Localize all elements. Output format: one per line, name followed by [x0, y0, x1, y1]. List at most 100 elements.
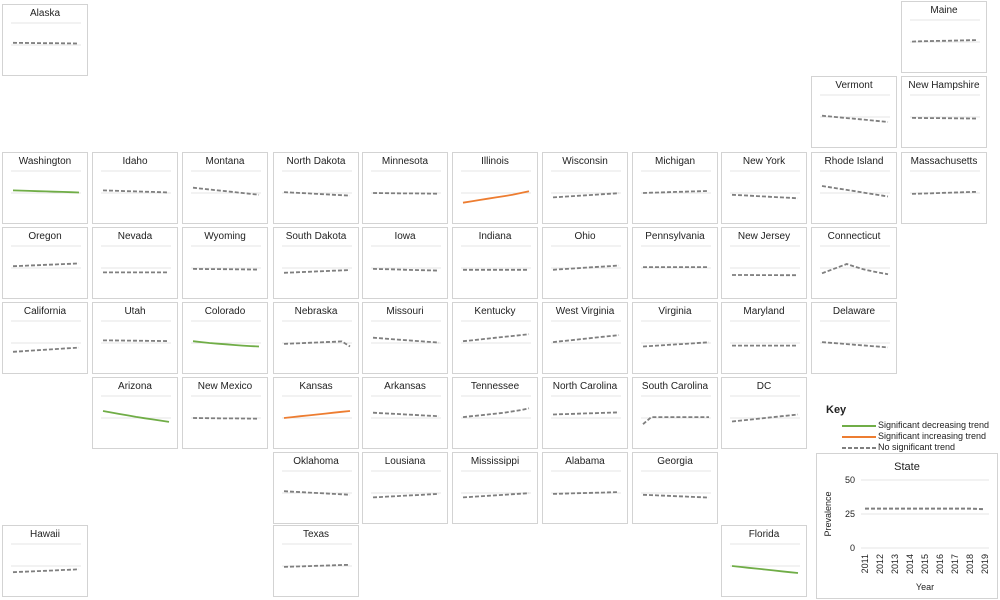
state-tile-arkansas: Arkansas — [362, 377, 448, 449]
trend-line-utah — [103, 339, 170, 342]
state-name: New York — [742, 156, 786, 167]
x-tick-label: 2014 — [905, 554, 915, 574]
state-plot-maine — [910, 19, 980, 43]
state-name: South Carolina — [641, 381, 709, 392]
state-name: Rhode Island — [824, 156, 884, 167]
state-tile-delaware: Delaware — [811, 302, 897, 374]
state-plot-delaware — [820, 320, 890, 349]
state-plot-montana — [191, 170, 261, 196]
state-name: North Carolina — [552, 381, 618, 392]
trend-line-virginia — [642, 341, 710, 348]
state-name: Nebraska — [294, 306, 338, 317]
state-name: Lousiana — [384, 456, 426, 467]
state-plot-utah — [101, 320, 171, 344]
state-name: Alabama — [565, 456, 605, 467]
state-tile-oklahoma: Oklahoma — [273, 452, 359, 524]
state-name: Maine — [930, 5, 958, 16]
y-tick-label: 0 — [850, 543, 855, 553]
state-name: New Hampshire — [908, 80, 980, 91]
state-plot-massachusetts — [910, 170, 980, 195]
state-name: North Dakota — [286, 156, 346, 167]
trend-line-wisconsin — [552, 192, 620, 199]
state-plot-mississippi — [461, 470, 531, 499]
state-name: Missouri — [386, 306, 424, 317]
state-tile-iowa: Iowa — [362, 227, 448, 299]
trend-line-arkansas — [372, 411, 440, 418]
state-name: New Jersey — [737, 231, 791, 242]
state-tile-colorado: Colorado — [182, 302, 268, 374]
trend-line-montana — [192, 186, 260, 196]
trend-line-tennessee — [462, 407, 530, 418]
x-axis-label: Year — [916, 582, 934, 592]
x-tick-label: 2011 — [860, 554, 870, 573]
state-name: Washington — [18, 156, 72, 167]
trend-line-oklahoma — [283, 490, 351, 496]
legend-swatch-decreasing — [842, 425, 876, 427]
state-plot-north-dakota — [282, 170, 352, 197]
trend-line-vermont — [821, 114, 889, 123]
x-tick-label: 2012 — [875, 554, 885, 574]
state-name: Kentucky — [474, 306, 516, 317]
state-plot-colorado — [191, 320, 261, 348]
state-tile-new-jersey: New Jersey — [721, 227, 807, 299]
state-name: Idaho — [122, 156, 148, 167]
state-tile-massachusetts: Massachusetts — [901, 152, 987, 224]
legend-label-none: No significant trend — [878, 442, 956, 452]
state-plot-oregon — [11, 245, 81, 269]
state-name: Arizona — [118, 381, 152, 392]
state-name: Indiana — [478, 231, 512, 242]
state-tile-mississippi: Mississippi — [452, 452, 538, 524]
state-tile-georgia: Georgia — [632, 452, 718, 524]
state-plot-washington — [11, 170, 81, 194]
state-plot-maryland — [730, 320, 800, 347]
state-tile-wyoming: Wyoming — [182, 227, 268, 299]
state-tile-south-dakota: South Dakota — [273, 227, 359, 299]
state-tile-missouri: Missouri — [362, 302, 448, 374]
state-name: South Dakota — [285, 231, 347, 242]
state-name: Michigan — [654, 156, 696, 167]
state-tile-idaho: Idaho — [92, 152, 178, 224]
state-plot-minnesota — [371, 170, 441, 195]
state-plot-idaho — [101, 170, 171, 194]
state-name: Minnesota — [381, 156, 429, 167]
state-tile-kansas: Kansas — [273, 377, 359, 449]
state-tile-new-york: New York — [721, 152, 807, 224]
state-name: West Virginia — [555, 306, 615, 317]
state-plot-lousiana — [371, 470, 441, 499]
trend-line-oregon — [12, 262, 80, 268]
state-average-chart: State 0 25 50 2011 2012 2013 2014 2015 2016 2017 2… — [816, 453, 998, 599]
state-tile-vermont: Vermont — [811, 76, 897, 148]
state-plot-oklahoma — [282, 470, 352, 496]
state-plot-nevada — [101, 245, 171, 274]
trend-line-iowa — [372, 268, 440, 272]
trend-line-maine — [911, 39, 979, 43]
x-tick-label: 2019 — [980, 554, 990, 574]
state-name: Wisconsin — [562, 156, 608, 167]
legend-label-decreasing: Significant decreasing trend — [878, 420, 990, 430]
trend-line-rhode-island — [821, 185, 889, 198]
state-tile-oregon: Oregon — [2, 227, 88, 299]
trend-line-california — [12, 346, 80, 353]
x-tick-label: 2017 — [950, 554, 960, 574]
state-tile-nebraska: Nebraska — [273, 302, 359, 374]
trend-line-wyoming — [192, 268, 260, 271]
state-name: Wyoming — [204, 231, 246, 242]
trend-line-south-carolina — [642, 416, 709, 425]
state-plot-rhode-island — [820, 170, 890, 198]
state-plot-alaska — [11, 22, 81, 46]
state-plot-new-york — [730, 170, 800, 200]
state-plot-illinois — [461, 170, 531, 204]
state-tile-tennessee: Tennessee — [452, 377, 538, 449]
state-average-title: State — [894, 461, 920, 473]
state-plot-ohio — [551, 245, 621, 271]
trend-line-west-virginia — [552, 334, 620, 343]
legend: Key Significant decreasing trend Signifi… — [822, 404, 1000, 454]
state-tile-lousiana: Lousiana — [362, 452, 448, 524]
state-plot-texas — [282, 543, 352, 568]
state-tile-washington: Washington — [2, 152, 88, 224]
state-plot-dc — [730, 395, 800, 423]
state-tile-florida: Florida — [721, 525, 807, 597]
trend-line-massachusetts — [911, 190, 979, 195]
state-plot-alabama — [551, 470, 621, 495]
state-tile-maine: Maine — [901, 1, 987, 73]
